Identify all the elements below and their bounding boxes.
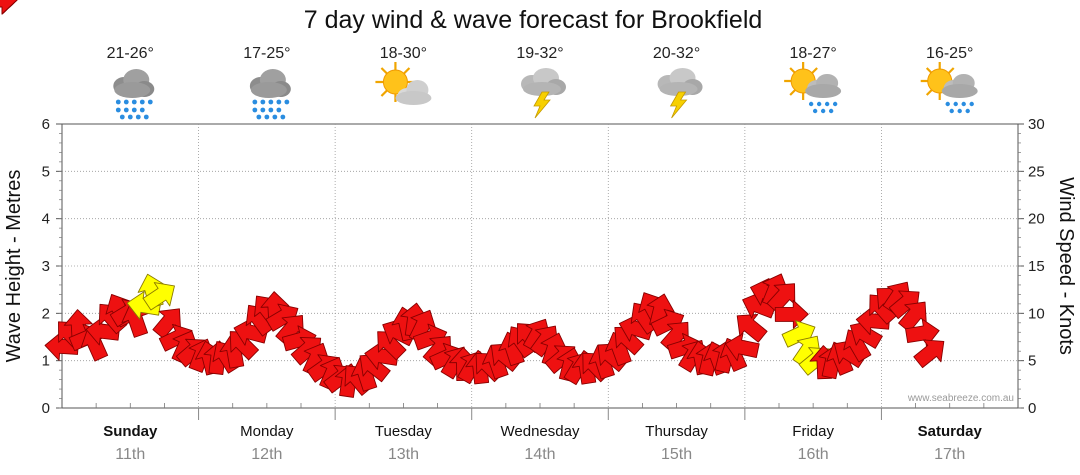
day-date: 14th [524, 446, 555, 463]
day-forecast: 20-32° [653, 45, 703, 119]
left-tick-label: 4 [42, 211, 50, 228]
wind-arrow [888, 290, 920, 320]
left-axis: 0 1 2 3 4 5 6 [42, 116, 62, 417]
day-date: 16th [798, 446, 829, 463]
day-date: 17th [934, 446, 965, 463]
day-name: Thursday [645, 423, 708, 440]
day-forecast: 19-32° [516, 45, 567, 119]
day-forecast: 16-25° [919, 45, 979, 115]
day-forecast: 17-25° [243, 45, 291, 120]
forecast-header: 21-26° 17-25° 18-30° 19-32° 20-32° 18-27° 16-2… [107, 45, 979, 120]
day-forecast: 18-27° [783, 45, 843, 115]
rain-cloud-icon [249, 69, 291, 120]
temperature-range: 18-27° [789, 45, 836, 62]
day-minor-ticks [95, 403, 985, 408]
sun-rain-cloud-icon [783, 60, 843, 115]
left-tick-label: 6 [42, 116, 50, 133]
day-date: 15th [661, 446, 692, 463]
wind-arrow [736, 314, 768, 343]
temperature-range: 17-25° [243, 45, 290, 62]
left-tick-label: 5 [42, 163, 50, 180]
storm-cloud-icon [657, 67, 703, 119]
right-axis-title: Wind Speed - Knots [1055, 177, 1077, 355]
wind-series [0, 0, 945, 398]
wind-arrow [913, 339, 945, 369]
day-name: Friday [792, 423, 834, 440]
storm-cloud-icon [520, 67, 567, 119]
right-tick-label: 15 [1028, 258, 1045, 275]
day-forecast: 21-26° [107, 45, 155, 120]
right-tick-label: 20 [1028, 211, 1045, 228]
day-date: 12th [251, 446, 282, 463]
day-name: Monday [240, 423, 294, 440]
rain-cloud-icon [113, 69, 155, 120]
left-tick-label: 2 [42, 305, 50, 322]
day-forecast: 18-30° [374, 45, 433, 107]
left-axis-title: Wave Height - Metres [3, 170, 25, 363]
wind-arrow [905, 318, 940, 348]
day-labels: Sunday 11th Monday 12th Tuesday 13th Wednesday… [103, 423, 982, 463]
day-name: Wednesday [501, 423, 580, 440]
day-name: Sunday [103, 423, 158, 440]
wind-arrow [725, 332, 760, 362]
day-date: 13th [388, 446, 419, 463]
chart-title: 7 day wind & wave forecast for Brookfiel… [304, 6, 763, 34]
sun-rain-cloud-icon [919, 60, 979, 115]
temperature-range: 19-32° [516, 45, 563, 62]
right-tick-label: 10 [1028, 305, 1045, 322]
grid-lines [62, 124, 1018, 420]
wind-arrow [0, 0, 18, 15]
temperature-range: 18-30° [380, 45, 427, 62]
day-name: Saturday [918, 423, 983, 440]
temperature-range: 20-32° [653, 45, 700, 62]
right-tick-label: 5 [1028, 353, 1036, 370]
day-name: Tuesday [375, 423, 432, 440]
temperature-range: 16-25° [926, 45, 973, 62]
sun-cloud-icon [374, 60, 433, 107]
right-tick-label: 25 [1028, 163, 1045, 180]
wind-arrow [774, 299, 809, 329]
right-axis: 0 5 10 15 20 25 30 [1018, 116, 1045, 417]
left-tick-label: 0 [42, 400, 50, 417]
watermark: www.seabreeze.com.au [907, 393, 1014, 404]
left-tick-label: 1 [42, 353, 50, 370]
temperature-range: 21-26° [107, 45, 154, 62]
right-tick-label: 30 [1028, 116, 1045, 133]
day-date: 11th [115, 446, 145, 463]
wind-arrow-gust [142, 282, 175, 311]
left-tick-label: 3 [42, 258, 50, 275]
right-tick-label: 0 [1028, 400, 1036, 417]
